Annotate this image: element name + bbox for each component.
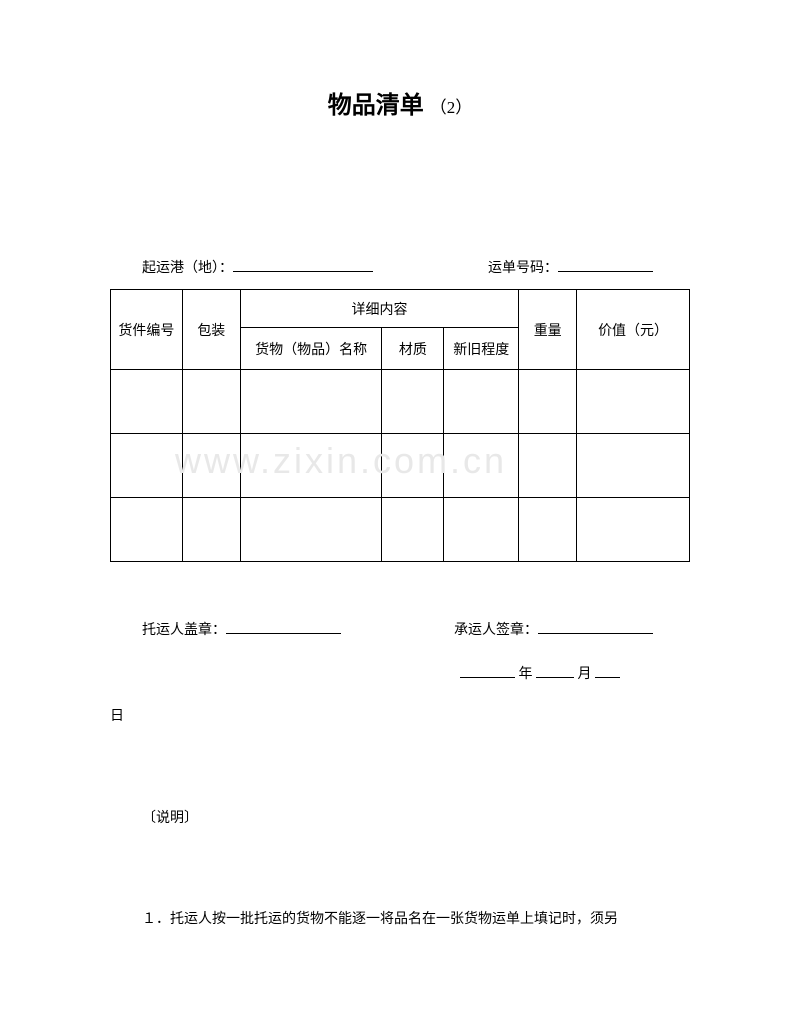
document-title-container: 物品清单 （2） bbox=[110, 85, 690, 120]
day-label: 日 bbox=[110, 705, 690, 725]
month-label: 月 bbox=[578, 667, 592, 682]
header-condition: 新旧程度 bbox=[444, 328, 519, 370]
cell-value[interactable] bbox=[577, 434, 690, 498]
cell-condition[interactable] bbox=[444, 498, 519, 562]
cell-material[interactable] bbox=[382, 434, 444, 498]
cell-value[interactable] bbox=[577, 498, 690, 562]
cell-cargo-id[interactable] bbox=[111, 434, 183, 498]
cell-item-name[interactable] bbox=[240, 498, 382, 562]
header-value: 价值（元） bbox=[577, 290, 690, 370]
cell-cargo-id[interactable] bbox=[111, 370, 183, 434]
document-title-suffix: （2） bbox=[430, 98, 473, 117]
port-label: 起运港（地）： bbox=[142, 257, 233, 277]
carrier-signature-group: 承运人签章： bbox=[454, 617, 653, 639]
header-weight: 重量 bbox=[519, 290, 577, 370]
table-row bbox=[111, 370, 690, 434]
cell-value[interactable] bbox=[577, 370, 690, 434]
carrier-label: 承运人签章： bbox=[454, 619, 538, 639]
waybill-field-group: 运单号码： bbox=[488, 255, 653, 277]
document-title-main: 物品清单 bbox=[328, 93, 424, 119]
signature-row: 托运人盖章： 承运人签章： bbox=[110, 617, 690, 639]
table-row bbox=[111, 434, 690, 498]
cell-item-name[interactable] bbox=[240, 434, 382, 498]
notes-section-label: 〔说明〕 bbox=[110, 807, 690, 827]
info-row: 起运港（地）： 运单号码： bbox=[110, 255, 690, 277]
year-label: 年 bbox=[519, 667, 533, 682]
cell-packaging[interactable] bbox=[182, 434, 240, 498]
note-item-1: １．托运人按一批托运的货物不能逐一将品名在一张货物运单上填记时，须另 bbox=[110, 909, 690, 931]
shipper-signature-line[interactable] bbox=[226, 617, 341, 634]
cell-condition[interactable] bbox=[444, 370, 519, 434]
header-packaging: 包装 bbox=[182, 290, 240, 370]
header-material: 材质 bbox=[382, 328, 444, 370]
port-field-group: 起运港（地）： bbox=[142, 255, 373, 277]
table-header-row-1: 货件编号 包装 详细内容 重量 价值（元） bbox=[111, 290, 690, 328]
table-row bbox=[111, 498, 690, 562]
month-input-line[interactable] bbox=[536, 661, 574, 678]
cell-weight[interactable] bbox=[519, 434, 577, 498]
header-item-name: 货物（物品）名称 bbox=[240, 328, 382, 370]
date-row: 年 月 bbox=[110, 661, 690, 683]
cell-material[interactable] bbox=[382, 498, 444, 562]
waybill-label: 运单号码： bbox=[488, 257, 558, 277]
cell-cargo-id[interactable] bbox=[111, 498, 183, 562]
header-cargo-id: 货件编号 bbox=[111, 290, 183, 370]
header-details: 详细内容 bbox=[240, 290, 518, 328]
day-input-line[interactable] bbox=[595, 661, 620, 678]
cell-item-name[interactable] bbox=[240, 370, 382, 434]
cell-weight[interactable] bbox=[519, 498, 577, 562]
cell-packaging[interactable] bbox=[182, 498, 240, 562]
port-input-line[interactable] bbox=[233, 255, 373, 272]
waybill-input-line[interactable] bbox=[558, 255, 653, 272]
cell-weight[interactable] bbox=[519, 370, 577, 434]
shipper-signature-group: 托运人盖章： bbox=[142, 617, 341, 639]
cell-material[interactable] bbox=[382, 370, 444, 434]
shipper-label: 托运人盖章： bbox=[142, 619, 226, 639]
items-table: 货件编号 包装 详细内容 重量 价值（元） 货物（物品）名称 材质 新旧程度 bbox=[110, 289, 690, 562]
cell-condition[interactable] bbox=[444, 434, 519, 498]
year-input-line[interactable] bbox=[460, 661, 515, 678]
carrier-signature-line[interactable] bbox=[538, 617, 653, 634]
cell-packaging[interactable] bbox=[182, 370, 240, 434]
